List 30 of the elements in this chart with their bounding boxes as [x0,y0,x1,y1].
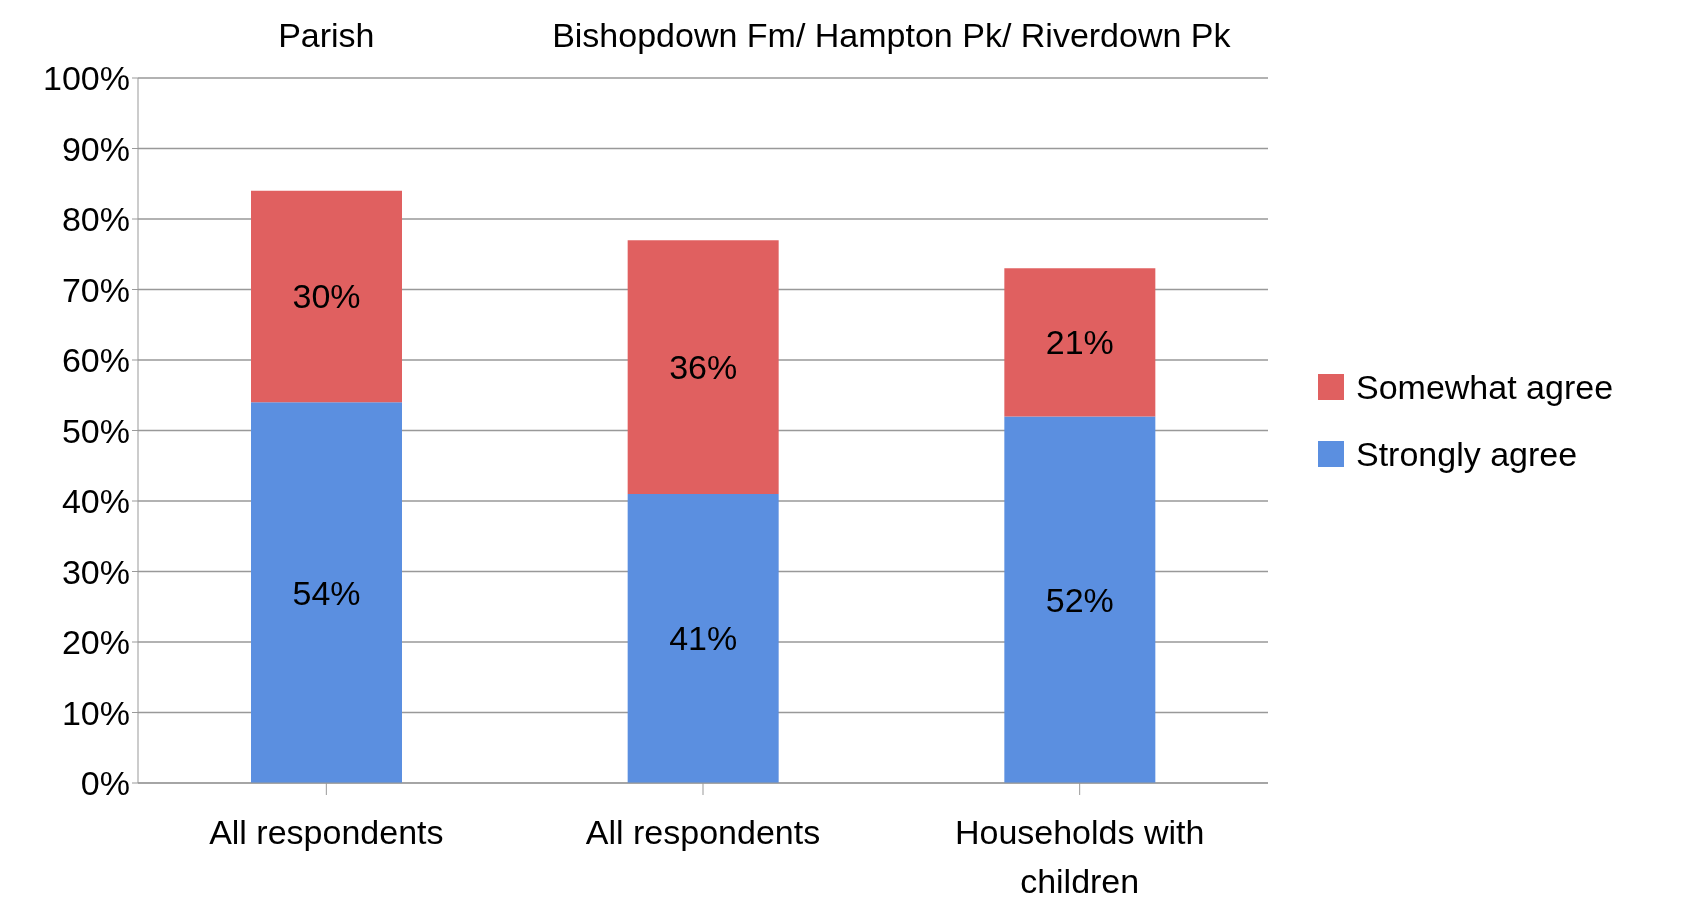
text: Parish [278,16,375,54]
bar [251,402,402,783]
y-tick-label: 90% [61,129,130,168]
y-tick-label: 50% [61,411,130,450]
bar [627,240,779,494]
y-tick-label: 60% [61,341,130,380]
x-tick-label: Households with children [954,812,1205,900]
bar [1004,268,1156,417]
y-tick-label: 0% [80,764,130,803]
x-tick-label: All respondents [585,812,821,851]
bar [251,190,402,403]
data-label: 41% [669,619,738,658]
y-tick-label: 10% [61,693,130,732]
legend-label: Somewhat agree [1356,367,1614,407]
x-tick-label: All respondents [209,812,444,851]
y-tick-label: 70% [61,270,130,309]
data-label: 52% [1045,580,1114,619]
y-tick-label: 80% [61,200,130,239]
data-label: 36% [669,347,738,386]
y-tick-label: 20% [61,623,130,662]
bar [1004,416,1156,783]
bar [627,493,779,783]
text: Bishopdown Fm/ Hampton Pk/ Riverdown Pk [551,16,1232,55]
y-tick-label: 40% [61,482,130,521]
data-label: 54% [292,573,361,612]
y-tick-label: 30% [61,552,130,591]
data-label: 30% [292,277,361,316]
y-tick-label: 100% [43,59,130,98]
legend-label: Strongly agree [1356,434,1578,474]
data-label: 21% [1045,323,1114,362]
